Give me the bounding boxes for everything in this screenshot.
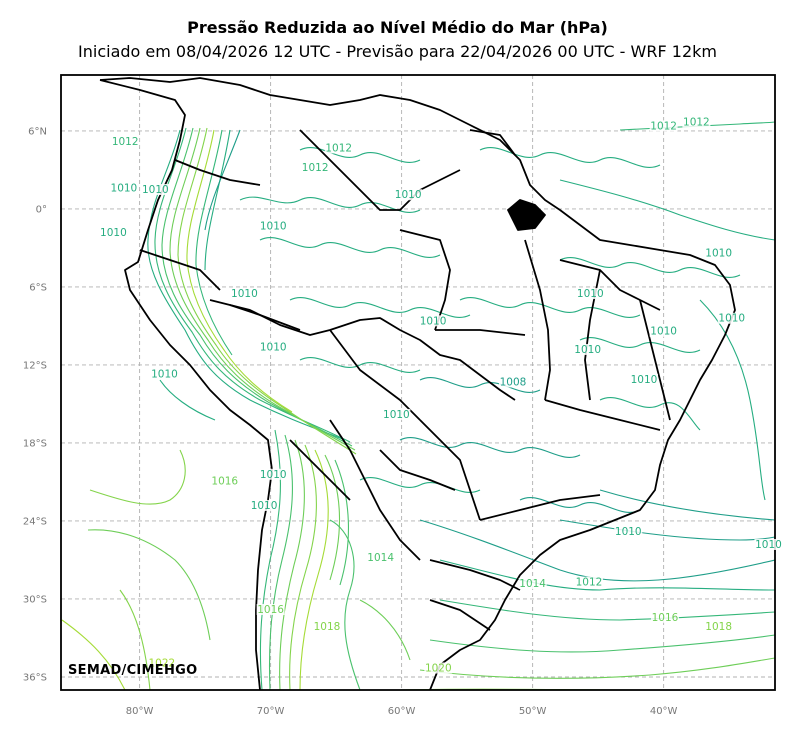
- map-title: Pressão Reduzida ao Nível Médio do Mar (…: [187, 18, 608, 37]
- isobar-label: 1014: [519, 578, 546, 590]
- isobar-label: 1010: [260, 220, 287, 232]
- isobar-label-background: [650, 611, 679, 623]
- isobar-label-background: [111, 135, 140, 147]
- isobar-label-background: [717, 312, 746, 324]
- isobar-label-background: [259, 341, 288, 353]
- isobar-label: 1010: [420, 315, 447, 327]
- isobar-label: 1010: [718, 313, 745, 325]
- isobar-labels: 1012 1012 1012 1012 1012 1010 1010 1010 1010 1010…: [99, 116, 783, 674]
- latitude-tick-label: 6°N: [28, 126, 47, 137]
- isobar-label: 1010: [231, 288, 258, 300]
- latitude-tick-label: 30°S: [23, 594, 47, 605]
- longitude-tick-label: 50°W: [519, 706, 547, 717]
- axis-tick-labels: 6°N 0° 6°S 12°S 18°S 24°S 30°S 36°S 80°W 70°W 60°W…: [23, 126, 678, 717]
- isobar-label-background: [754, 538, 783, 550]
- isobar-label: 1010: [650, 326, 677, 338]
- latitude-tick-label: 12°S: [23, 360, 47, 371]
- longitude-tick-label: 40°W: [650, 706, 678, 717]
- credit-label: SEMAD/CIMEHGO: [68, 663, 198, 678]
- isobar-label-background: [704, 620, 733, 632]
- isobar-label-background: [573, 343, 602, 355]
- isobar-label: 1012: [683, 116, 710, 128]
- isobar-label: 1010: [631, 374, 658, 386]
- isobar-label: 1010: [705, 248, 732, 260]
- isobar-label: 1008: [500, 376, 527, 388]
- isobar-label-background: [259, 468, 288, 480]
- latitude-tick-label: 24°S: [23, 516, 47, 527]
- isobar-label: 1018: [314, 621, 341, 633]
- isobar-label-background: [704, 247, 733, 259]
- latitude-tick-label: 6°S: [29, 282, 47, 293]
- isobar-label-background: [109, 182, 138, 194]
- longitude-tick-label: 60°W: [388, 706, 416, 717]
- latitude-tick-label: 18°S: [23, 438, 47, 449]
- isobar-label-background: [614, 525, 643, 537]
- country-borders: [99, 77, 736, 690]
- isobar-label-background: [99, 226, 128, 238]
- isobar-label-background: [498, 376, 527, 388]
- map-subtitle: Iniciado em 08/04/2026 12 UTC - Previsão…: [78, 42, 717, 61]
- isobar-label-background: [256, 603, 285, 615]
- isobar-label: 1022: [149, 657, 176, 669]
- longitude-tick-label: 80°W: [126, 706, 154, 717]
- isobar-label: 1012: [302, 162, 329, 174]
- isobar-label-background: [649, 120, 678, 132]
- isobar-label-background: [629, 373, 658, 385]
- isobar-label: 1010: [142, 184, 169, 196]
- isobar-label: 1010: [251, 500, 278, 512]
- isobar-label-background: [424, 662, 453, 674]
- isobar-label-background: [649, 325, 678, 337]
- isobar-label-background: [366, 551, 395, 563]
- isobar-label: 1018: [705, 621, 732, 633]
- isobar-label-background: [301, 161, 330, 173]
- isobar-label: 1010: [260, 469, 287, 481]
- isobar-label-background: [210, 475, 239, 487]
- map-frame: [60, 74, 776, 691]
- isobar-label-background: [259, 220, 288, 232]
- isobar-label: 1012: [576, 577, 603, 589]
- isobar-label: 1010: [395, 189, 422, 201]
- isobar-contours: [61, 121, 775, 690]
- isobar-label: 1010: [111, 183, 138, 195]
- isobar-label: 1012: [650, 120, 677, 132]
- isobar-label: 1012: [112, 136, 139, 148]
- isobar-label-background: [382, 408, 411, 420]
- isobar-label-background: [147, 657, 176, 669]
- isobar-label: 1010: [615, 526, 642, 538]
- isobar-label-background: [518, 577, 547, 589]
- isobar-label-background: [141, 184, 170, 196]
- isobar-label-background: [574, 576, 603, 588]
- isobar-label: 1020: [425, 662, 452, 674]
- latitude-tick-label: 0°: [36, 204, 47, 215]
- latitude-tick-label: 36°S: [23, 672, 47, 683]
- isobar-label: 1016: [257, 604, 284, 616]
- isobar-label-background: [312, 620, 341, 632]
- isobar-label: 1016: [652, 612, 679, 624]
- isobar-label-background: [682, 116, 711, 128]
- isobar-label: 1012: [325, 142, 352, 154]
- isobar-label: 1014: [367, 552, 394, 564]
- isobar-label-background: [230, 288, 259, 300]
- longitude-tick-label: 70°W: [257, 706, 285, 717]
- isobar-label-background: [150, 368, 179, 380]
- isobar-label-background: [324, 142, 353, 154]
- isobar-label: 1010: [151, 369, 178, 381]
- isobar-label: 1016: [211, 475, 238, 487]
- isobar-label: 1010: [755, 539, 782, 551]
- isobar-label-background: [419, 315, 448, 327]
- isobar-label-background: [576, 288, 605, 300]
- isobar-label: 1010: [577, 288, 604, 300]
- isobar-label-background: [250, 499, 279, 511]
- isobar-label: 1010: [260, 341, 287, 353]
- isobar-label-background: [394, 189, 423, 201]
- isobar-label: 1010: [383, 409, 410, 421]
- isobar-label: 1010: [574, 344, 601, 356]
- isobar-label: 1010: [100, 227, 127, 239]
